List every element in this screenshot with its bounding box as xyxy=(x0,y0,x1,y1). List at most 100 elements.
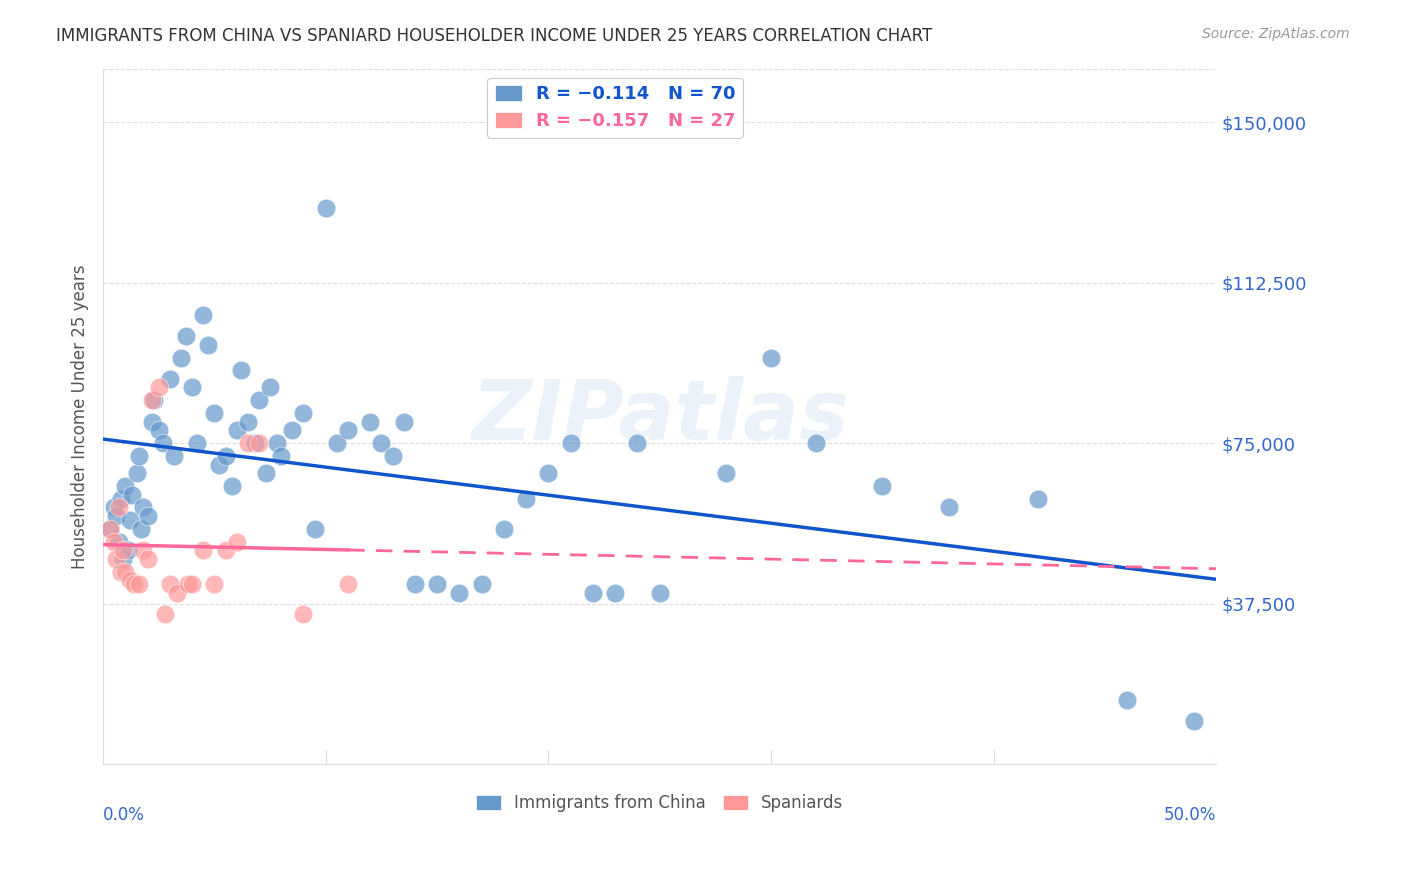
Point xyxy=(114,479,136,493)
Point xyxy=(337,577,360,591)
Text: Source: ZipAtlas.com: Source: ZipAtlas.com xyxy=(1202,27,1350,41)
Point xyxy=(118,573,141,587)
Point xyxy=(152,436,174,450)
Point xyxy=(107,500,129,515)
Point xyxy=(208,458,231,472)
Point xyxy=(110,565,132,579)
Point xyxy=(105,551,128,566)
Point xyxy=(214,449,236,463)
Point xyxy=(98,522,121,536)
Point xyxy=(381,449,404,463)
Point xyxy=(170,351,193,365)
Point xyxy=(304,522,326,536)
Point xyxy=(103,500,125,515)
Point xyxy=(359,415,381,429)
Point xyxy=(370,436,392,450)
Y-axis label: Householder Income Under 25 years: Householder Income Under 25 years xyxy=(72,264,89,568)
Point xyxy=(605,586,627,600)
Point xyxy=(231,363,253,377)
Point xyxy=(114,565,136,579)
Point xyxy=(404,577,426,591)
Point xyxy=(204,577,226,591)
Point xyxy=(1116,693,1139,707)
Point xyxy=(166,586,188,600)
Point xyxy=(163,449,186,463)
Point xyxy=(159,577,181,591)
Point xyxy=(112,551,135,566)
Point xyxy=(759,351,782,365)
Text: 0.0%: 0.0% xyxy=(103,806,145,824)
Point xyxy=(105,508,128,523)
Point xyxy=(186,436,208,450)
Point xyxy=(492,522,515,536)
Point xyxy=(449,586,471,600)
Point xyxy=(259,380,281,394)
Point xyxy=(938,500,960,515)
Point xyxy=(247,393,270,408)
Point xyxy=(648,586,671,600)
Point xyxy=(1182,714,1205,729)
Point xyxy=(141,415,163,429)
Point xyxy=(247,436,270,450)
Point xyxy=(204,406,226,420)
Point xyxy=(129,522,152,536)
Point xyxy=(136,508,159,523)
Point xyxy=(98,522,121,536)
Point xyxy=(315,201,337,215)
Point xyxy=(214,543,236,558)
Legend: R = −0.114   N = 70, R = −0.157   N = 27: R = −0.114 N = 70, R = −0.157 N = 27 xyxy=(488,78,742,137)
Point xyxy=(560,436,582,450)
Point xyxy=(243,436,266,450)
Point xyxy=(128,577,150,591)
Point xyxy=(236,415,259,429)
Point xyxy=(193,543,215,558)
Point xyxy=(221,479,243,493)
Point xyxy=(193,308,215,322)
Point xyxy=(155,607,177,622)
Text: IMMIGRANTS FROM CHINA VS SPANIARD HOUSEHOLDER INCOME UNDER 25 YEARS CORRELATION : IMMIGRANTS FROM CHINA VS SPANIARD HOUSEH… xyxy=(56,27,932,45)
Point xyxy=(136,551,159,566)
Point xyxy=(117,543,139,558)
Point xyxy=(107,534,129,549)
Point xyxy=(177,577,200,591)
Point xyxy=(515,491,537,506)
Point xyxy=(337,423,360,437)
Point xyxy=(110,491,132,506)
Point xyxy=(626,436,648,450)
Point xyxy=(118,513,141,527)
Point xyxy=(326,436,349,450)
Point xyxy=(716,466,738,480)
Point xyxy=(141,393,163,408)
Point xyxy=(292,607,315,622)
Text: ZIPatlas: ZIPatlas xyxy=(471,376,849,457)
Point xyxy=(174,329,197,343)
Point xyxy=(181,380,204,394)
Point xyxy=(254,466,277,480)
Point xyxy=(236,436,259,450)
Point xyxy=(121,487,143,501)
Point xyxy=(197,337,219,351)
Text: 50.0%: 50.0% xyxy=(1164,806,1216,824)
Point xyxy=(125,466,148,480)
Point xyxy=(112,543,135,558)
Point xyxy=(426,577,449,591)
Point xyxy=(103,534,125,549)
Point xyxy=(292,406,315,420)
Point xyxy=(132,543,155,558)
Point xyxy=(582,586,605,600)
Point xyxy=(266,436,288,450)
Point xyxy=(537,466,560,480)
Point xyxy=(132,500,155,515)
Point xyxy=(225,423,247,437)
Point xyxy=(128,449,150,463)
Point xyxy=(1026,491,1049,506)
Point xyxy=(181,577,204,591)
Point xyxy=(159,372,181,386)
Point xyxy=(872,479,894,493)
Point xyxy=(471,577,494,591)
Point xyxy=(148,423,170,437)
Point xyxy=(225,534,247,549)
Point xyxy=(143,393,166,408)
Point xyxy=(270,449,292,463)
Point xyxy=(124,577,146,591)
